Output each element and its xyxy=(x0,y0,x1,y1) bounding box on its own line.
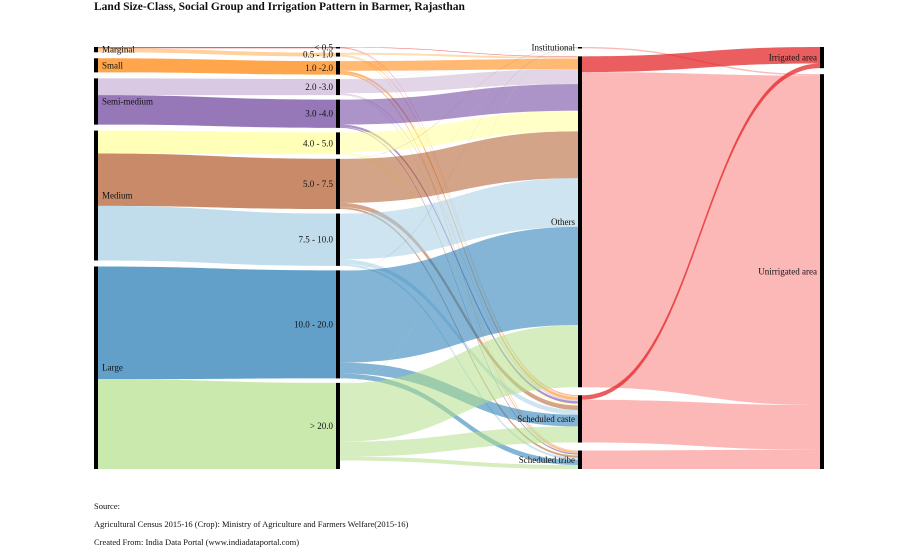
node-s4_5 xyxy=(336,132,340,155)
link-large-to-gt20 xyxy=(98,379,336,469)
link-marginal-to-lt05 xyxy=(98,47,336,49)
link-s2_3-to-others xyxy=(340,69,578,94)
node-label-inst: Institutional xyxy=(532,43,576,53)
node-medium xyxy=(94,130,98,261)
sankey-nodes xyxy=(94,47,824,470)
node-s2_3 xyxy=(336,79,340,96)
sankey-labels: Marginal Small Semi-medium Medium Large < 0.5… xyxy=(102,43,817,465)
link-sc-to-unirr xyxy=(582,399,820,450)
node-label-st: Scheduled tribe xyxy=(519,455,575,465)
link-others-to-unirr xyxy=(582,72,820,406)
link-s2_3-to-inst xyxy=(340,47,578,80)
node-label-s5_75: 5.0 - 7.5 xyxy=(303,179,333,189)
link-s10_20-to-inst xyxy=(340,47,578,271)
link-medium-to-s4_5 xyxy=(98,130,336,155)
link-s5_75-to-inst xyxy=(340,47,578,160)
source-heading: Source: xyxy=(94,501,120,511)
node-label-s2_3: 2.0 -3.0 xyxy=(305,82,333,92)
node-others xyxy=(578,56,582,388)
link-gt20-to-others xyxy=(340,325,578,442)
node-unirr xyxy=(820,74,824,470)
node-label-s75_10: 7.5 - 10.0 xyxy=(299,235,334,245)
link-s75_10-to-others xyxy=(340,178,578,260)
link-s10_20-to-st xyxy=(340,373,578,465)
node-label-s05_1: 0.5 - 1.0 xyxy=(303,50,333,60)
node-label-small: Small xyxy=(102,60,124,70)
node-label-marginal: Marginal xyxy=(102,45,135,55)
node-label-medium: Medium xyxy=(102,191,133,201)
node-s5_75 xyxy=(336,158,340,210)
node-gt20 xyxy=(336,382,340,469)
source-line-2: Created From: India Data Portal (www.ind… xyxy=(94,537,300,547)
link-marginal-to-s05_1 xyxy=(98,48,336,57)
link-s75_10-to-inst xyxy=(340,47,578,214)
link-semimed-to-s2_3 xyxy=(98,78,336,96)
node-marginal xyxy=(94,47,98,53)
link-large-to-s10_20 xyxy=(98,266,336,380)
node-label-s1_2: 1.0 -2.0 xyxy=(305,63,333,73)
node-label-semimed: Semi-medium xyxy=(102,96,153,106)
node-label-gt20: > 20.0 xyxy=(310,421,334,431)
link-s10_20-to-others xyxy=(340,226,578,363)
node-label-sc: Scheduled caste xyxy=(517,414,575,424)
node-s1_2 xyxy=(336,61,340,75)
node-small xyxy=(94,58,98,73)
node-s75_10 xyxy=(336,213,340,266)
node-semimed xyxy=(94,78,98,125)
link-sc-to-irr xyxy=(582,63,820,400)
link-lt05-to-others xyxy=(340,47,578,57)
node-large xyxy=(94,266,98,469)
link-gt20-to-st xyxy=(340,456,578,469)
node-s10_20 xyxy=(336,270,340,379)
node-inst xyxy=(578,47,582,49)
source-line-1: Agricultural Census 2015-16 (Crop): Mini… xyxy=(94,519,409,529)
link-st-to-unirr xyxy=(582,449,820,469)
node-s3_4 xyxy=(336,99,340,128)
link-s5_75-to-others xyxy=(340,131,578,203)
node-label-others: Others xyxy=(551,217,575,227)
link-s4_5-to-others xyxy=(340,110,578,152)
node-label-lt05: < 0.5 xyxy=(314,43,333,53)
link-s1_2-to-others xyxy=(340,58,578,71)
node-lt05 xyxy=(336,47,340,49)
node-label-unirr: Unirrigated area xyxy=(758,267,817,277)
link-s3_4-to-others xyxy=(340,84,578,125)
node-label-irr: Irrigated area xyxy=(769,53,817,63)
node-label-s10_20: 10.0 - 20.0 xyxy=(294,319,333,329)
sankey-links xyxy=(98,47,820,469)
node-irr xyxy=(820,47,824,69)
node-label-s4_5: 4.0 - 5.0 xyxy=(303,138,333,148)
node-label-s3_4: 3.0 -4.0 xyxy=(305,109,333,119)
link-s2_3-to-sc xyxy=(340,93,578,402)
link-medium-to-s75_10 xyxy=(98,205,336,266)
link-gt20-to-inst xyxy=(340,47,578,384)
link-s05_1-to-others xyxy=(340,52,578,59)
link-others-to-irr xyxy=(582,47,820,73)
link-gt20-to-sc xyxy=(340,426,578,457)
link-small-to-s1_2 xyxy=(98,58,336,75)
node-st xyxy=(578,450,582,469)
node-s05_1 xyxy=(336,52,340,57)
chart-title: Land Size-Class, Social Group and Irriga… xyxy=(94,1,465,13)
node-sc xyxy=(578,395,582,443)
link-semimed-to-s3_4 xyxy=(98,95,336,128)
link-medium-to-s5_75 xyxy=(98,153,336,210)
node-label-large: Large xyxy=(102,363,123,373)
